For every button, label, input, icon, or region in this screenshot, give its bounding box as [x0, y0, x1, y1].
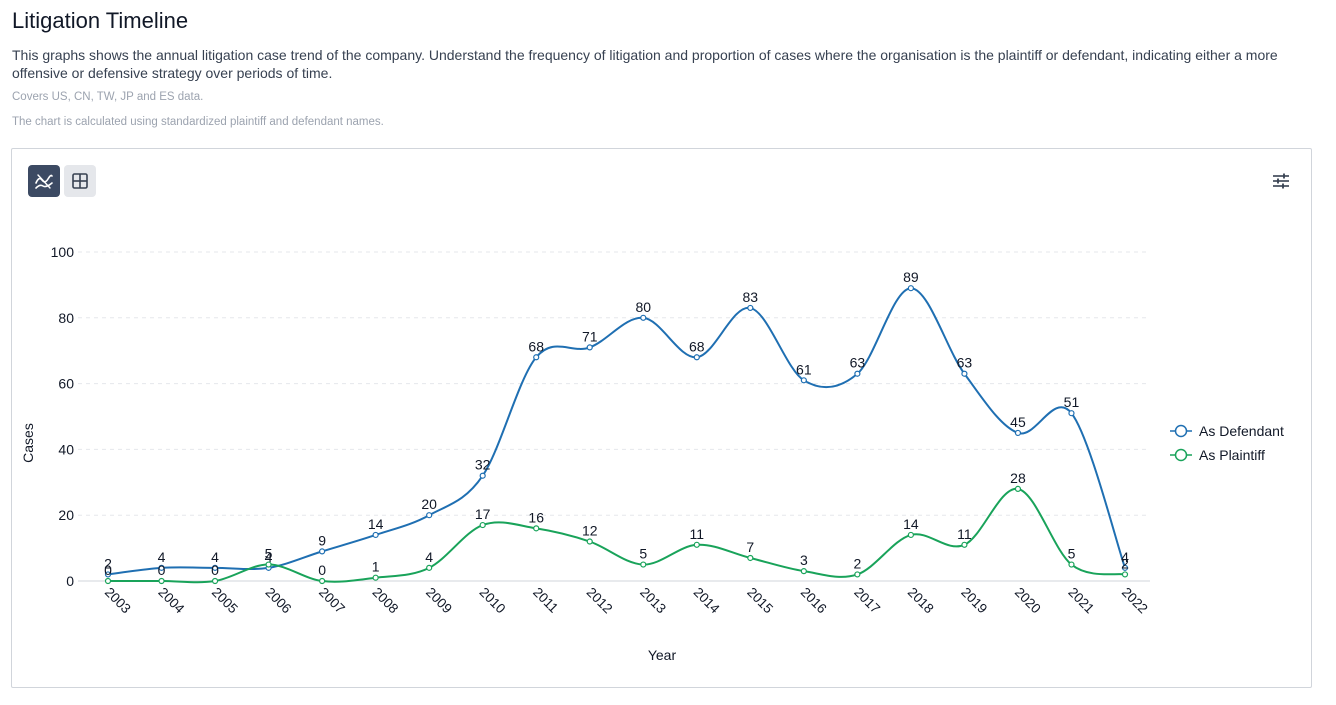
table-view-button[interactable]	[64, 165, 96, 197]
chart-view-button[interactable]	[28, 165, 60, 197]
table-grid-icon	[71, 172, 89, 190]
chart-card	[11, 148, 1312, 688]
page-description: This graphs shows the annual litigation …	[12, 46, 1312, 82]
sliders-icon	[1271, 172, 1291, 190]
method-note: The chart is calculated using standardiz…	[12, 116, 384, 128]
page-title: Litigation Timeline	[12, 8, 188, 34]
line-chart-icon	[34, 171, 54, 191]
coverage-note: Covers US, CN, TW, JP and ES data.	[12, 91, 203, 103]
chart-settings-button[interactable]	[1269, 169, 1293, 193]
